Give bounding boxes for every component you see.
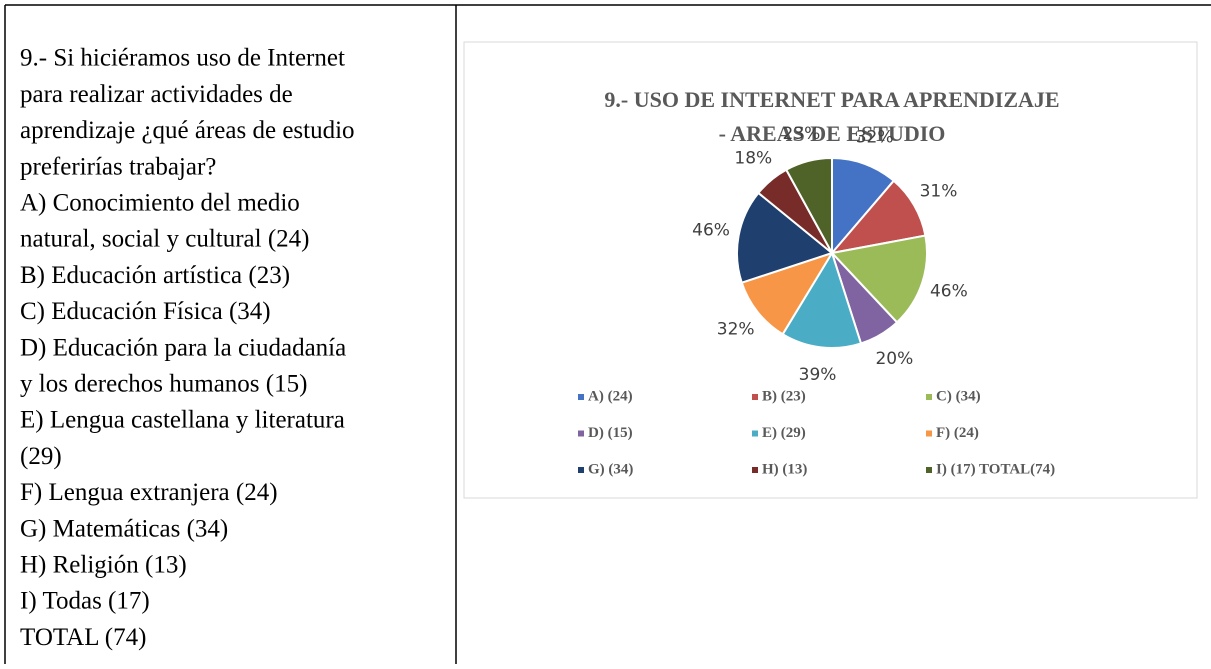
- question-line: F) Lengua extranjera (24): [20, 479, 278, 506]
- question-line: I) Todas (17): [20, 588, 150, 615]
- data-label: 18%: [734, 148, 772, 168]
- data-label: 46%: [692, 221, 730, 241]
- chart-title: 9.- USO DE INTERNET PARA APRENDIZAJE: [604, 87, 1059, 112]
- legend-label: A) (24): [588, 388, 633, 404]
- data-label: 32%: [856, 128, 894, 148]
- legend-marker: [752, 467, 758, 473]
- pie-slice: [740, 251, 835, 336]
- pie-slice: [784, 156, 833, 254]
- legend-marker: [926, 394, 932, 400]
- question-line: B) Educación artística (23): [20, 262, 290, 289]
- legend-marker: [926, 430, 932, 437]
- pie-slice: [831, 156, 896, 256]
- legend-label: G) (34): [588, 461, 633, 477]
- legend-label: B) (23): [762, 388, 806, 404]
- legend-marker: [752, 394, 758, 400]
- question-line: aprendizaje ¿qué áreas de estudio: [20, 117, 355, 144]
- chart-title: - AREAS DE ESTUDIO: [719, 121, 946, 146]
- chart: 9.- USO DE INTERNET PARA APRENDIZAJE - AR…: [578, 87, 1060, 477]
- legend-label: H) (13): [762, 461, 807, 477]
- pie-slice: [736, 191, 835, 284]
- data-label: 46%: [930, 281, 968, 301]
- legend-marker: [578, 467, 584, 473]
- legend-label: F) (24): [936, 425, 979, 441]
- legend-marker: [752, 430, 758, 437]
- question-line: preferirías trabajar?: [20, 153, 216, 180]
- data-label: 31%: [920, 181, 958, 201]
- legend-marker: [578, 430, 584, 437]
- question-line: H) Religión (13): [20, 552, 187, 579]
- question-line: y los derechos humanos (15): [20, 371, 307, 398]
- data-label: 20%: [875, 349, 913, 369]
- question-line: A) Conocimiento del medio: [20, 190, 300, 217]
- question-line: 9.- Si hiciéramos uso de Internet: [20, 45, 345, 72]
- question-line: D) Educación para la ciudadanía: [20, 334, 346, 361]
- legend-marker: [578, 394, 584, 400]
- question-line: natural, social y cultural (24): [20, 226, 309, 253]
- data-label: 39%: [799, 365, 837, 385]
- legend-label: D) (15): [588, 425, 633, 441]
- question-line: para realizar actividades de: [20, 81, 293, 108]
- data-label: 23%: [783, 124, 821, 144]
- question-line: G) Matemáticas (34): [20, 515, 228, 542]
- legend-label: E) (29): [762, 425, 806, 441]
- question-line: (29): [20, 443, 62, 470]
- legend-label: I) (17) TOTAL(74): [936, 461, 1055, 477]
- question-line: E) Lengua castellana y literatura: [20, 407, 345, 434]
- question-text: 9.- Si hiciéramos uso de Internet para re…: [20, 45, 355, 651]
- question-line: C) Educación Física (34): [20, 298, 271, 325]
- pie-slice: [830, 234, 928, 324]
- legend-marker: [926, 467, 932, 473]
- question-line: TOTAL (74): [20, 624, 146, 651]
- data-label: 32%: [717, 320, 755, 340]
- pie-slice: [781, 250, 863, 349]
- legend-label: C) (34): [936, 388, 981, 404]
